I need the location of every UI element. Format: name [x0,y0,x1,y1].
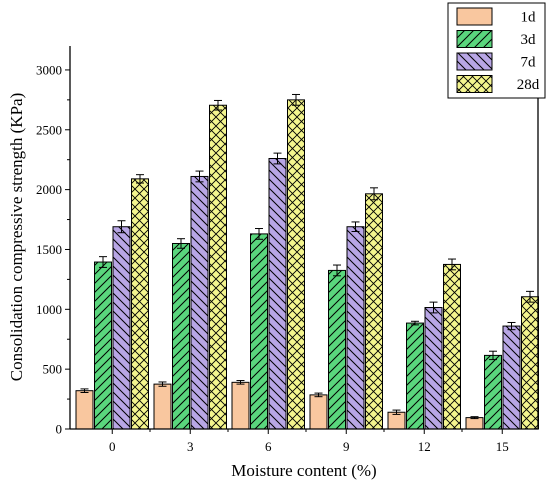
y-tick-label: 2000 [36,182,62,197]
x-tick-label: 0 [109,439,116,454]
x-ticks: 0 3 6 9 12 15 [109,429,509,454]
error-bar-28d-3 [214,99,222,111]
legend-swatch [456,75,493,93]
bar-pattern-7d-3 [191,176,208,429]
error-bar-28d-12 [448,258,456,271]
bar-pattern-3d-9 [328,270,346,429]
error-bar-3d-0 [99,256,107,268]
x-tick-label: 9 [343,439,350,454]
error-bar-3d-6 [255,228,263,240]
y-tick-label: 2500 [36,122,62,137]
bar-pattern-3d-15 [484,355,502,429]
bar-1d-15 [466,417,483,429]
legend-swatch [456,52,493,71]
bar-1d-0 [76,390,93,429]
error-bar-7d-12 [429,301,438,314]
error-bar-1d-15 [470,416,479,420]
legend: 1d 3d 7d 28d [447,2,546,99]
bar-pattern-7d-12 [425,307,442,429]
bar-pattern-28d-6 [287,99,305,429]
y-tick-label: 500 [43,362,63,377]
bar-pattern-3d-6 [250,233,268,429]
bar-1d-12 [388,412,405,429]
error-bar-7d-15 [507,321,516,331]
bar-pattern-3d-12 [406,323,424,429]
bar-pattern-7d-9 [347,226,364,429]
error-bar-1d-9 [314,392,323,398]
legend-swatch [456,7,493,26]
error-bar-7d-0 [117,220,126,234]
legend-label: 3d [521,32,537,48]
bar-pattern-28d-3 [209,105,227,430]
y-ticks: 0 500 1000 1500 2000 2500 3000 [36,62,70,437]
error-bar-3d-12 [411,320,419,326]
error-bar-3d-3 [177,238,185,249]
y-tick-label: 0 [56,422,63,437]
x-axis-title: Moisture content (%) [231,461,376,480]
error-bars-layer [80,93,534,420]
error-bar-7d-3 [195,170,204,183]
error-bar-1d-12 [392,409,401,415]
error-bar-28d-15 [526,290,534,303]
x-tick-label: 12 [418,439,431,454]
bar-pattern-7d-6 [269,158,286,429]
error-bar-1d-0 [80,388,89,393]
error-bar-28d-6 [292,93,300,106]
x-tick-label: 3 [187,439,194,454]
bar-1d-3 [154,384,171,429]
bar-pattern-7d-0 [113,226,130,429]
legend-swatch [456,30,493,48]
x-tick-label: 15 [496,439,509,454]
error-bar-3d-9 [333,264,341,277]
bar-1d-9 [310,394,327,429]
legend-item-7d: 7d [456,52,537,71]
y-tick-label: 1500 [36,242,62,257]
y-tick-label: 3000 [36,62,62,77]
error-bar-28d-0 [136,174,144,184]
error-bar-7d-9 [351,221,360,233]
bar-pattern-28d-12 [443,264,461,429]
bar-pattern-3d-3 [172,243,190,429]
bar-pattern-28d-9 [365,193,383,429]
bars-layer [75,99,539,430]
y-axis-title: Consolidation compressive strength (KPa) [7,93,26,382]
y-tick-label: 1000 [36,302,62,317]
legend-item-28d: 28d [456,75,540,93]
bar-1d-6 [232,382,249,429]
legend-label: 7d [521,55,537,71]
legend-item-3d: 3d [456,30,537,48]
legend-label: 1d [521,10,537,26]
bar-pattern-7d-15 [503,326,520,429]
x-tick-label: 6 [265,439,272,454]
error-bar-1d-3 [158,381,167,387]
error-bar-3d-15 [489,350,497,361]
bar-pattern-3d-0 [94,262,112,429]
bar-pattern-28d-0 [131,178,149,429]
legend-label: 28d [517,77,540,93]
legend-item-1d: 1d [456,7,537,26]
error-bar-28d-9 [370,187,378,201]
error-bar-7d-6 [273,152,282,165]
error-bar-1d-6 [236,380,245,385]
bar-pattern-28d-15 [521,296,539,429]
